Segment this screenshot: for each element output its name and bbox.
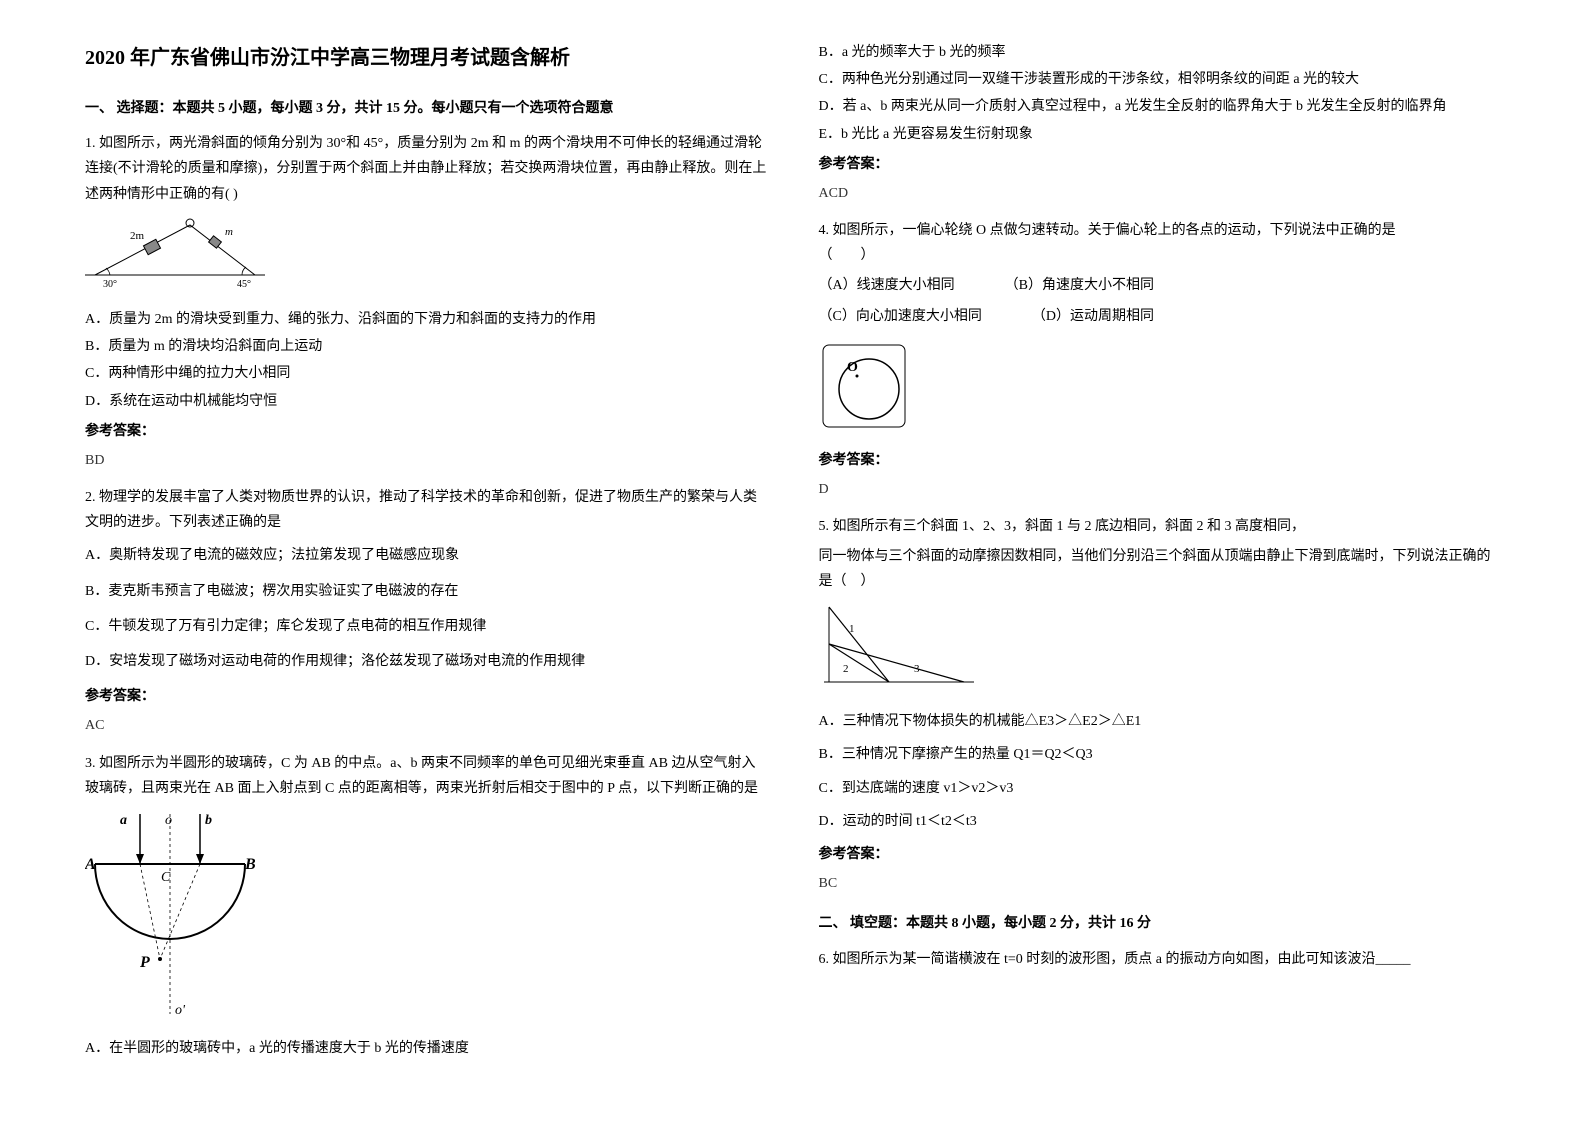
q5-options: A．三种情况下物体损失的机械能△E3＞△E2＞△E1 B．三种情况下摩擦产生的热… bbox=[819, 709, 1503, 834]
q3-stem: 3. 如图所示为半圆形的玻璃砖，C 为 AB 的中点。a、b 两束不同频率的单色… bbox=[85, 751, 769, 801]
page-title: 2020 年广东省佛山市汾江中学高三物理月考试题含解析 bbox=[85, 40, 769, 76]
q3-answer: ACD bbox=[819, 181, 1503, 206]
q1-angle-45: 45° bbox=[237, 279, 251, 290]
q3-label-o2: o' bbox=[175, 1003, 186, 1018]
q2-opt-d: D．安培发现了磁场对运动电荷的作用规律；洛伦兹发现了磁场对电流的作用规律 bbox=[85, 649, 769, 674]
q3-label-A: A bbox=[85, 856, 96, 873]
question-4: 4. 如图所示，一偏心轮绕 O 点做匀速转动。关于偏心轮上的各点的运动，下列说法… bbox=[819, 218, 1503, 502]
q4-stem: 4. 如图所示，一偏心轮绕 O 点做匀速转动。关于偏心轮上的各点的运动，下列说法… bbox=[819, 218, 1503, 268]
q5-label-3: 3 bbox=[914, 663, 920, 675]
q1-answer: BD bbox=[85, 448, 769, 473]
question-1: 1. 如图所示，两光滑斜面的倾角分别为 30°和 45°，质量分别为 2m 和 … bbox=[85, 131, 769, 473]
section-2-title: 二、 填空题：本题共 8 小题，每小题 2 分，共计 16 分 bbox=[819, 911, 1503, 936]
q4-eccentric-svg: O bbox=[819, 341, 909, 431]
q5-opt-a: A．三种情况下物体损失的机械能△E3＞△E2＞△E1 bbox=[819, 709, 1503, 734]
q5-stem2: 同一物体与三个斜面的动摩擦因数相同，当他们分别沿三个斜面从顶端由静止下滑到底端时… bbox=[819, 544, 1503, 594]
q2-opt-c: C．牛顿发现了万有引力定律；库仑发现了点电荷的相互作用规律 bbox=[85, 614, 769, 639]
q5-opt-c: C．到达底端的速度 v1＞v2＞v3 bbox=[819, 776, 1503, 801]
q3-label-C: C bbox=[161, 870, 171, 885]
q1-label-2m: 2m bbox=[130, 230, 145, 242]
q3-options-part1: A．在半圆形的玻璃砖中，a 光的传播速度大于 b 光的传播速度 bbox=[85, 1036, 769, 1061]
q1-opt-b: B．质量为 m 的滑块均沿斜面向上运动 bbox=[85, 334, 769, 359]
q3-opt-b: B．a 光的频率大于 b 光的频率 bbox=[819, 40, 1503, 65]
q4-answer-label: 参考答案： bbox=[819, 448, 1503, 473]
q4-opt-a: （A）线速度大小相同 bbox=[819, 273, 955, 298]
q5-label-2: 2 bbox=[843, 663, 849, 675]
q3-opt-e: E．b 光比 a 光更容易发生衍射现象 bbox=[819, 122, 1503, 147]
question-3-cont: B．a 光的频率大于 b 光的频率 C．两种色光分别通过同一双缝干涉装置形成的干… bbox=[819, 40, 1503, 206]
q1-label-m: m bbox=[225, 226, 233, 238]
q1-triangle-svg: 2m m 30° 45° bbox=[85, 215, 265, 290]
q2-opt-b: B．麦克斯韦预言了电磁波；楞次用实验证实了电磁波的存在 bbox=[85, 579, 769, 604]
q1-opt-c: C．两种情形中绳的拉力大小相同 bbox=[85, 361, 769, 386]
q2-options: A．奥斯特发现了电流的磁效应；法拉第发现了电磁感应现象 B．麦克斯韦预言了电磁波… bbox=[85, 543, 769, 674]
q1-answer-label: 参考答案： bbox=[85, 419, 769, 444]
q2-answer: AC bbox=[85, 713, 769, 738]
q4-figure: O bbox=[819, 341, 1503, 440]
q4-options-row2: （C）向心加速度大小相同 （D）运动周期相同 bbox=[819, 304, 1503, 329]
q3-opt-c: C．两种色光分别通过同一双缝干涉装置形成的干涉条纹，相邻明条纹的间距 a 光的较… bbox=[819, 67, 1503, 92]
q2-stem: 2. 物理学的发展丰富了人类对物质世界的认识，推动了科学技术的革命和创新，促进了… bbox=[85, 485, 769, 535]
q4-opt-b: （B）角速度大小不相同 bbox=[1005, 273, 1154, 298]
section-1-title: 一、 选择题：本题共 5 小题，每小题 3 分，共计 15 分。每小题只有一个选… bbox=[85, 96, 769, 121]
q4-opt-d: （D）运动周期相同 bbox=[1032, 304, 1154, 329]
q3-semicircle-svg: a o b A C B P o' bbox=[85, 809, 255, 1019]
q5-stem1: 5. 如图所示有三个斜面 1、2、3，斜面 1 与 2 底边相同，斜面 2 和 … bbox=[819, 514, 1503, 539]
q5-answer-label: 参考答案： bbox=[819, 842, 1503, 867]
q3-label-b: b bbox=[205, 813, 212, 828]
q2-answer-label: 参考答案： bbox=[85, 684, 769, 709]
q3-options-part2: B．a 光的频率大于 b 光的频率 C．两种色光分别通过同一双缝干涉装置形成的干… bbox=[819, 40, 1503, 147]
q4-options-row1: （A）线速度大小相同 （B）角速度大小不相同 bbox=[819, 273, 1503, 298]
q3-label-a: a bbox=[120, 813, 127, 828]
q5-opt-b: B．三种情况下摩擦产生的热量 Q1＝Q2＜Q3 bbox=[819, 742, 1503, 767]
q3-label-o: o bbox=[165, 813, 172, 828]
q5-opt-d: D．运动的时间 t1＜t2＜t3 bbox=[819, 809, 1503, 834]
q3-opt-a: A．在半圆形的玻璃砖中，a 光的传播速度大于 b 光的传播速度 bbox=[85, 1036, 769, 1061]
q3-figure: a o b A C B P o' bbox=[85, 809, 769, 1028]
left-column: 2020 年广东省佛山市汾江中学高三物理月考试题含解析 一、 选择题：本题共 5… bbox=[60, 40, 794, 1082]
q5-answer: BC bbox=[819, 871, 1503, 896]
question-3: 3. 如图所示为半圆形的玻璃砖，C 为 AB 的中点。a、b 两束不同频率的单色… bbox=[85, 751, 769, 1062]
q3-label-P: P bbox=[139, 954, 150, 971]
q1-options: A．质量为 2m 的滑块受到重力、绳的张力、沿斜面的下滑力和斜面的支持力的作用 … bbox=[85, 307, 769, 414]
q5-figure: 1 2 3 bbox=[819, 602, 1503, 701]
q5-label-1: 1 bbox=[849, 623, 855, 635]
q6-stem: 6. 如图所示为某一简谐横波在 t=0 时刻的波形图，质点 a 的振动方向如图，… bbox=[819, 947, 1503, 972]
right-column: B．a 光的频率大于 b 光的频率 C．两种色光分别通过同一双缝干涉装置形成的干… bbox=[794, 40, 1528, 1082]
q4-label-O: O bbox=[847, 360, 858, 375]
q4-answer: D bbox=[819, 477, 1503, 502]
q1-opt-a: A．质量为 2m 的滑块受到重力、绳的张力、沿斜面的下滑力和斜面的支持力的作用 bbox=[85, 307, 769, 332]
q4-opt-c: （C）向心加速度大小相同 bbox=[819, 304, 982, 329]
q3-label-B: B bbox=[244, 856, 255, 873]
q1-angle-30: 30° bbox=[103, 279, 117, 290]
q1-figure: 2m m 30° 45° bbox=[85, 215, 769, 299]
q3-opt-d: D．若 a、b 两束光从同一介质射入真空过程中，a 光发生全反射的临界角大于 b… bbox=[819, 94, 1503, 119]
question-6: 6. 如图所示为某一简谐横波在 t=0 时刻的波形图，质点 a 的振动方向如图，… bbox=[819, 947, 1503, 972]
q2-opt-a: A．奥斯特发现了电流的磁效应；法拉第发现了电磁感应现象 bbox=[85, 543, 769, 568]
question-5: 5. 如图所示有三个斜面 1、2、3，斜面 1 与 2 底边相同，斜面 2 和 … bbox=[819, 514, 1503, 896]
question-2: 2. 物理学的发展丰富了人类对物质世界的认识，推动了科学技术的革命和创新，促进了… bbox=[85, 485, 769, 739]
q1-stem: 1. 如图所示，两光滑斜面的倾角分别为 30°和 45°，质量分别为 2m 和 … bbox=[85, 131, 769, 207]
q1-opt-d: D．系统在运动中机械能均守恒 bbox=[85, 389, 769, 414]
q5-slopes-svg: 1 2 3 bbox=[819, 602, 979, 692]
q3-answer-label: 参考答案： bbox=[819, 152, 1503, 177]
